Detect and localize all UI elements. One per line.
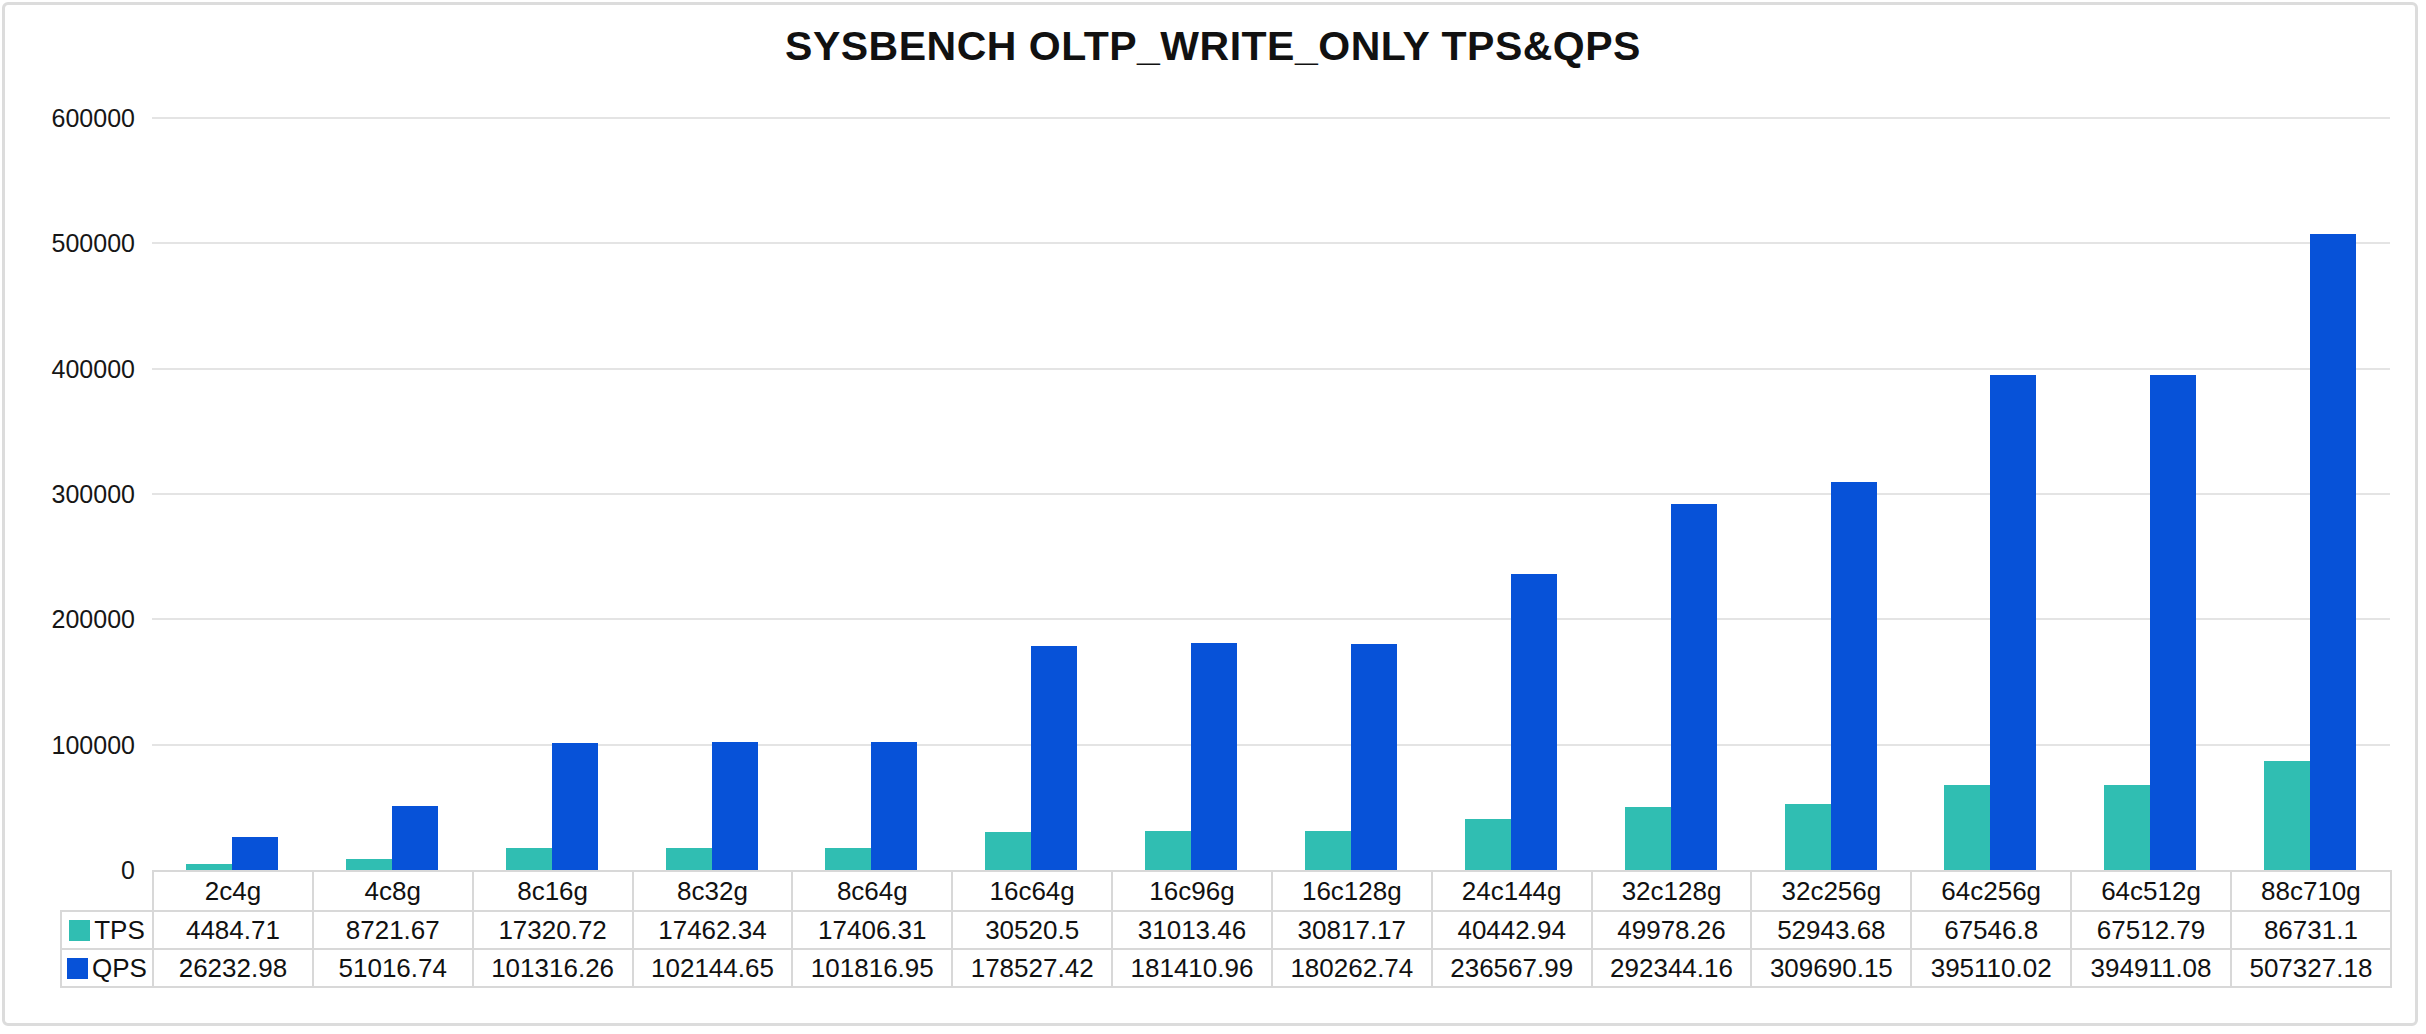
qps-value-16c64g: 178527.42 bbox=[952, 949, 1112, 987]
qps-value-4c8g: 51016.74 bbox=[313, 949, 473, 987]
gridline-600000 bbox=[152, 117, 2390, 119]
qps-legend-cell: QPS bbox=[61, 949, 153, 987]
qps-bar-32c256g bbox=[1831, 482, 1877, 870]
qps-bar-88c710g bbox=[2310, 234, 2356, 870]
gridline-200000 bbox=[152, 618, 2390, 620]
chart-title: SYSBENCH OLTP_WRITE_ONLY TPS&QPS bbox=[0, 18, 2426, 74]
category-header-2c4g: 2c4g bbox=[153, 871, 313, 911]
tps-bar-16c64g bbox=[985, 832, 1031, 870]
tps-bar-16c128g bbox=[1305, 831, 1351, 870]
tps-bar-64c512g bbox=[2104, 785, 2150, 870]
benchmark-chart: SYSBENCH OLTP_WRITE_ONLY TPS&QPS 600000 5… bbox=[0, 0, 2426, 1034]
tps-value-32c128g: 49978.26 bbox=[1592, 911, 1752, 949]
tps-bar-8c32g bbox=[666, 848, 712, 870]
category-header-64c256g: 64c256g bbox=[1911, 871, 2071, 911]
category-header-16c128g: 16c128g bbox=[1272, 871, 1432, 911]
data-table: 2c4g4c8g8c16g8c32g8c64g16c64g16c96g16c12… bbox=[60, 870, 2392, 988]
y-tick-label-200000: 200000 bbox=[0, 607, 135, 632]
qps-value-88c710g: 507327.18 bbox=[2231, 949, 2391, 987]
category-header-16c96g: 16c96g bbox=[1112, 871, 1272, 911]
tps-value-2c4g: 4484.71 bbox=[153, 911, 313, 949]
qps-value-64c256g: 395110.02 bbox=[1911, 949, 2071, 987]
tps-value-16c64g: 30520.5 bbox=[952, 911, 1112, 949]
tps-bar-32c128g bbox=[1625, 807, 1671, 870]
gridline-400000 bbox=[152, 368, 2390, 370]
tps-legend-label: TPS bbox=[94, 915, 145, 946]
category-header-24c144g: 24c144g bbox=[1432, 871, 1592, 911]
qps-value-16c96g: 181410.96 bbox=[1112, 949, 1272, 987]
plot-area bbox=[152, 118, 2390, 870]
tps-value-16c96g: 31013.46 bbox=[1112, 911, 1272, 949]
qps-legend-swatch-icon bbox=[67, 958, 88, 979]
tps-bar-16c96g bbox=[1145, 831, 1191, 870]
category-header-8c32g: 8c32g bbox=[633, 871, 793, 911]
category-header-4c8g: 4c8g bbox=[313, 871, 473, 911]
qps-bar-8c16g bbox=[552, 743, 598, 870]
tps-bar-88c710g bbox=[2264, 761, 2310, 870]
category-header-16c64g: 16c64g bbox=[952, 871, 1112, 911]
tps-value-4c8g: 8721.67 bbox=[313, 911, 473, 949]
tps-value-32c256g: 52943.68 bbox=[1751, 911, 1911, 949]
category-header-8c64g: 8c64g bbox=[792, 871, 952, 911]
tps-value-64c256g: 67546.8 bbox=[1911, 911, 2071, 949]
qps-value-24c144g: 236567.99 bbox=[1432, 949, 1592, 987]
qps-value-32c128g: 292344.16 bbox=[1592, 949, 1752, 987]
tps-bar-64c256g bbox=[1944, 785, 1990, 870]
category-header-32c256g: 32c256g bbox=[1751, 871, 1911, 911]
y-tick-label-600000: 600000 bbox=[0, 106, 135, 131]
qps-value-8c16g: 101316.26 bbox=[473, 949, 633, 987]
qps-value-2c4g: 26232.98 bbox=[153, 949, 313, 987]
tps-legend-cell: TPS bbox=[61, 911, 153, 949]
category-header-88c710g: 88c710g bbox=[2231, 871, 2391, 911]
qps-bar-64c256g bbox=[1990, 375, 2036, 870]
category-header-8c16g: 8c16g bbox=[473, 871, 633, 911]
tps-value-24c144g: 40442.94 bbox=[1432, 911, 1592, 949]
y-tick-label-100000: 100000 bbox=[0, 732, 135, 757]
qps-bar-16c64g bbox=[1031, 646, 1077, 870]
tps-bar-24c144g bbox=[1465, 819, 1511, 870]
qps-bar-64c512g bbox=[2150, 375, 2196, 870]
tps-value-8c16g: 17320.72 bbox=[473, 911, 633, 949]
y-tick-label-400000: 400000 bbox=[0, 356, 135, 381]
qps-bar-4c8g bbox=[392, 806, 438, 870]
qps-row: QPS26232.9851016.74101316.26102144.65101… bbox=[61, 949, 2391, 987]
tps-bar-8c16g bbox=[506, 848, 552, 870]
qps-value-64c512g: 394911.08 bbox=[2071, 949, 2231, 987]
qps-value-8c64g: 101816.95 bbox=[792, 949, 952, 987]
qps-value-16c128g: 180262.74 bbox=[1272, 949, 1432, 987]
qps-bar-16c96g bbox=[1191, 643, 1237, 870]
tps-bar-8c64g bbox=[825, 848, 871, 870]
qps-bar-24c144g bbox=[1511, 574, 1557, 870]
y-tick-label-500000: 500000 bbox=[0, 231, 135, 256]
tps-value-16c128g: 30817.17 bbox=[1272, 911, 1432, 949]
tps-value-8c32g: 17462.34 bbox=[633, 911, 793, 949]
y-tick-label-300000: 300000 bbox=[0, 482, 135, 507]
qps-bar-16c128g bbox=[1351, 644, 1397, 870]
qps-bar-32c128g bbox=[1671, 504, 1717, 870]
category-header-32c128g: 32c128g bbox=[1592, 871, 1752, 911]
tps-value-88c710g: 86731.1 bbox=[2231, 911, 2391, 949]
gridline-300000 bbox=[152, 493, 2390, 495]
qps-bar-8c32g bbox=[712, 742, 758, 870]
tps-value-8c64g: 17406.31 bbox=[792, 911, 952, 949]
qps-bar-2c4g bbox=[232, 837, 278, 870]
tps-legend-swatch-icon bbox=[69, 920, 90, 941]
qps-value-32c256g: 309690.15 bbox=[1751, 949, 1911, 987]
category-header-64c512g: 64c512g bbox=[2071, 871, 2231, 911]
gridline-100000 bbox=[152, 744, 2390, 746]
qps-value-8c32g: 102144.65 bbox=[633, 949, 793, 987]
tps-bar-32c256g bbox=[1785, 804, 1831, 870]
tps-value-64c512g: 67512.79 bbox=[2071, 911, 2231, 949]
table-header-row: 2c4g4c8g8c16g8c32g8c64g16c64g16c96g16c12… bbox=[61, 871, 2391, 911]
tps-row: TPS 4484.718721.6717320.7217462.3417406.3… bbox=[61, 911, 2391, 949]
table-corner-cell bbox=[61, 871, 153, 911]
qps-bar-8c64g bbox=[871, 742, 917, 870]
qps-legend-label: QPS bbox=[92, 953, 147, 984]
tps-bar-4c8g bbox=[346, 859, 392, 870]
gridline-500000 bbox=[152, 242, 2390, 244]
